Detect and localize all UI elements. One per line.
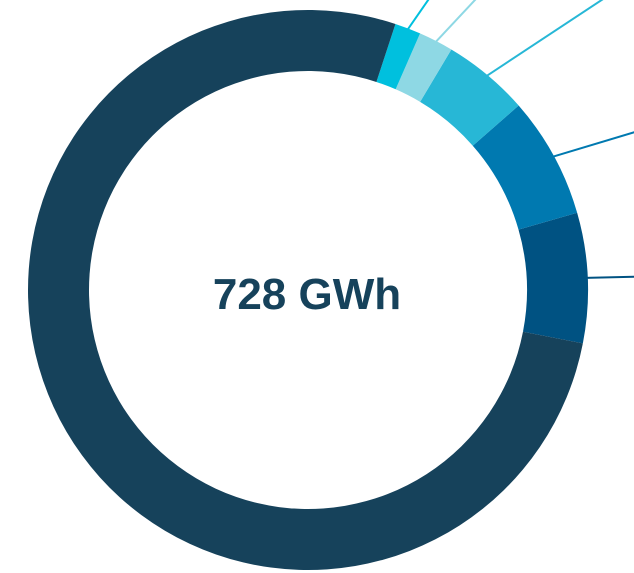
donut-slice-2: [472, 105, 578, 230]
leader-line-5: [406, 0, 430, 31]
slices-layer: [27, 9, 588, 570]
center-total-label: 728 GWh: [213, 270, 401, 319]
donut-slice-1: [518, 212, 588, 344]
leader-line-1: [585, 275, 634, 279]
donut-slice-4: [395, 33, 452, 102]
leader-lines-layer: [406, 0, 634, 279]
donut-slice-3: [420, 49, 519, 146]
donut-slice-5: [376, 24, 421, 90]
leader-line-2: [551, 131, 634, 158]
leader-line-3: [485, 0, 604, 78]
leader-line-4: [434, 0, 477, 44]
